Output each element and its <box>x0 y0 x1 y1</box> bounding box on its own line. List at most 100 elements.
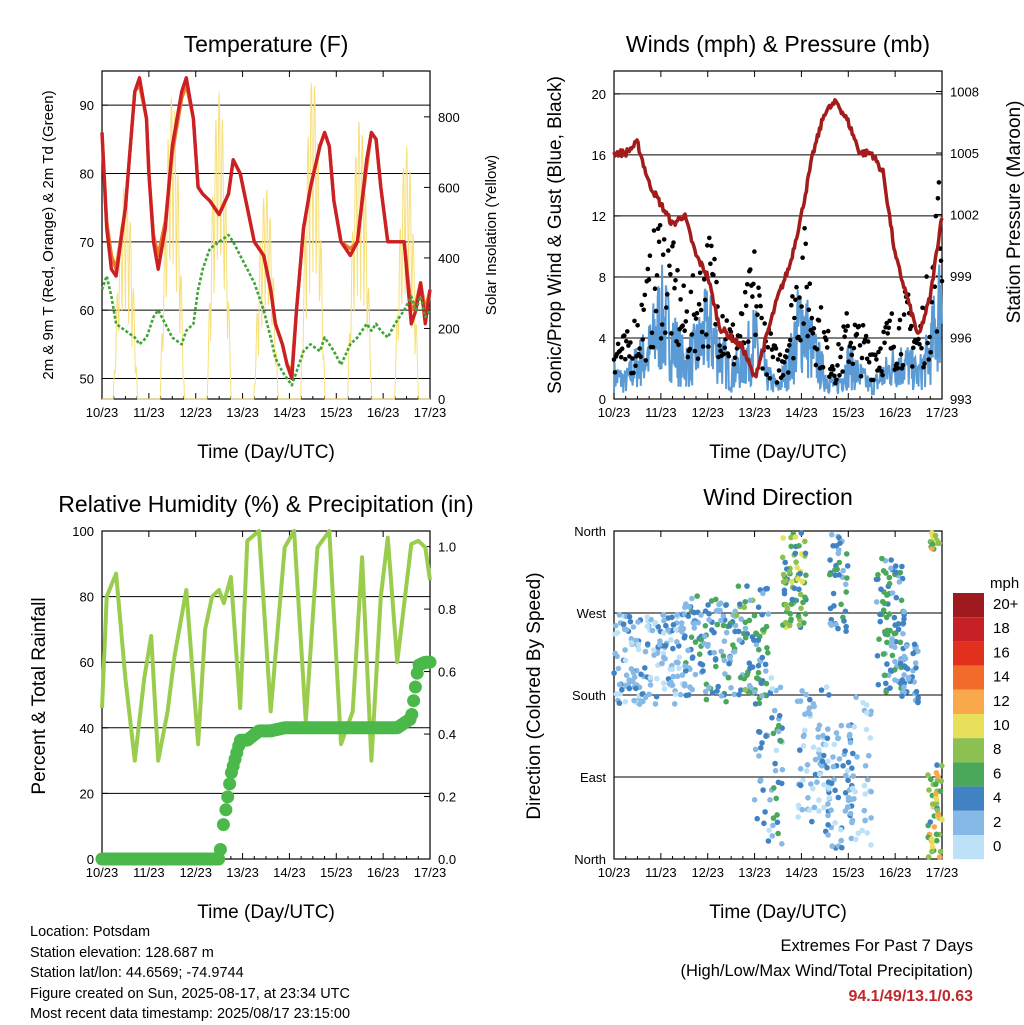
direction-point <box>886 580 893 587</box>
direction-point <box>832 820 838 826</box>
gust-point <box>684 309 690 314</box>
gust-point <box>856 323 862 329</box>
direction-point <box>910 650 916 657</box>
gust-point <box>628 340 633 345</box>
xtick-label-1-5: 15/23 <box>832 405 865 420</box>
ytick-label-left-3-3: West <box>577 606 607 621</box>
gust-point <box>787 343 792 348</box>
direction-point <box>838 601 844 608</box>
direction-point <box>765 650 771 656</box>
gust-point <box>690 273 696 278</box>
gust-point <box>681 283 686 289</box>
direction-point <box>711 649 717 656</box>
direction-point <box>875 576 881 582</box>
ytick-label-right-1-0: 993 <box>950 392 972 407</box>
xtick-label-0-0: 10/23 <box>86 405 119 420</box>
gust-point <box>897 317 903 323</box>
gust-point <box>665 292 670 297</box>
direction-point <box>836 547 842 553</box>
direction-point <box>911 641 918 648</box>
gust-point <box>655 226 661 231</box>
direction-point <box>864 710 870 716</box>
direction-point <box>929 848 935 855</box>
direction-point <box>802 611 809 617</box>
direction-point <box>663 622 669 629</box>
gust-point <box>649 330 655 336</box>
direction-point <box>775 779 782 786</box>
temp-xlabel: Time (Day/UTC) <box>197 442 335 463</box>
series-line-rh <box>100 529 432 763</box>
ytick-label-left-2-5: 100 <box>72 524 94 539</box>
direction-point <box>755 662 762 669</box>
gust-point <box>669 331 674 336</box>
gust-point <box>886 325 891 331</box>
gust-point <box>816 318 822 323</box>
gust-point <box>894 361 900 367</box>
direction-point <box>706 617 712 623</box>
direction-point <box>612 622 619 629</box>
direction-point <box>626 613 633 620</box>
direction-point <box>800 599 806 606</box>
direction-point <box>898 597 905 604</box>
direction-point <box>720 653 727 659</box>
gust-point <box>701 277 707 282</box>
direction-point <box>836 559 843 566</box>
direction-point <box>795 814 801 820</box>
legend-label-8: 4 <box>993 790 1001 807</box>
direction-point <box>810 701 817 707</box>
gust-point <box>895 366 901 371</box>
direction-point <box>831 741 838 748</box>
direction-point <box>736 691 742 698</box>
direction-point <box>760 590 766 597</box>
direction-point <box>731 648 738 655</box>
direction-point <box>682 633 688 639</box>
series-precip-points <box>95 655 437 866</box>
gust-point <box>751 281 756 287</box>
direction-point <box>644 623 651 630</box>
gust-point <box>794 284 799 290</box>
direction-point <box>696 651 703 657</box>
direction-point <box>854 754 860 760</box>
direction-point <box>670 622 677 628</box>
direction-point <box>828 807 834 813</box>
direction-point <box>839 844 845 851</box>
direction-point <box>754 815 760 822</box>
direction-point <box>723 629 730 636</box>
direction-point <box>674 639 680 645</box>
ytick-label-left-2-4: 80 <box>80 590 94 605</box>
gust-point <box>780 373 786 378</box>
xtick-label-2-6: 16/23 <box>367 865 400 880</box>
direction-point <box>810 744 817 750</box>
precip-point <box>407 694 421 708</box>
gust-point <box>704 332 709 337</box>
direction-point <box>694 593 700 599</box>
direction-point <box>737 601 743 607</box>
direction-point <box>620 621 627 627</box>
direction-point <box>737 674 744 681</box>
series-line-wind <box>613 264 943 396</box>
direction-point <box>901 672 907 678</box>
direction-point <box>722 671 728 677</box>
ytick-label-left-3-2: South <box>572 688 606 703</box>
direction-point <box>881 600 888 607</box>
legend-title: mph <box>990 575 1019 592</box>
gust-point <box>713 322 718 327</box>
direction-point <box>882 672 888 679</box>
gust-point <box>659 322 665 327</box>
gust-point <box>933 213 939 219</box>
direction-point <box>840 567 846 574</box>
xtick-label-2-2: 12/23 <box>179 865 212 880</box>
direction-point <box>638 671 644 678</box>
direction-point <box>842 608 849 615</box>
direction-point <box>631 674 638 680</box>
direction-point <box>616 612 623 618</box>
gust-point <box>622 333 627 338</box>
ytick-label-left-1-4: 16 <box>592 148 606 163</box>
solar-insolation-line <box>102 83 430 400</box>
direction-point <box>876 636 882 642</box>
ytick-label-right-1-3: 1002 <box>950 208 979 223</box>
ytick-label-left-0-1: 60 <box>80 303 94 318</box>
gust-point <box>632 318 637 324</box>
gust-point <box>848 340 854 346</box>
gust-point <box>928 350 933 355</box>
